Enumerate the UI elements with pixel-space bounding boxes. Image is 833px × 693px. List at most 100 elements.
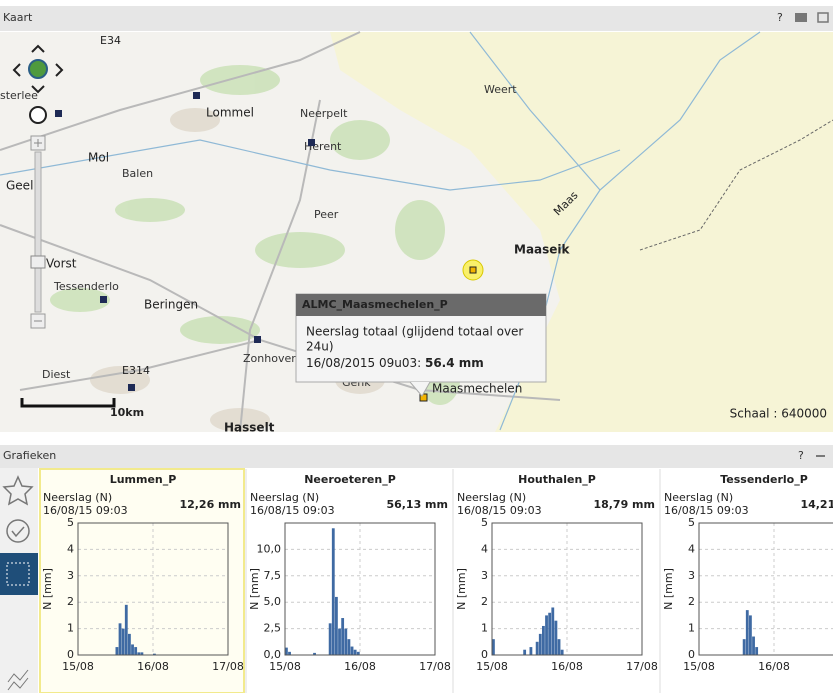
chart-date: 16/08/15 09:03 — [457, 504, 542, 517]
chart: Lummen_P Neerslag (N)16/08/15 09:03 12,26 … — [41, 473, 244, 673]
locate-button[interactable] — [29, 106, 47, 124]
scatter-button[interactable] — [0, 553, 38, 595]
road-label: E314 — [122, 364, 150, 377]
station[interactable] — [469, 266, 477, 274]
map-header — [0, 6, 833, 31]
bar — [335, 596, 338, 655]
bar — [313, 652, 316, 655]
bar — [341, 618, 345, 655]
check-button[interactable] — [6, 519, 30, 543]
scalebar — [20, 398, 116, 408]
bar — [328, 623, 332, 655]
y-tick-label: 1 — [688, 622, 695, 635]
x-tick-label: 16/08 — [551, 660, 583, 673]
chart-total: 56,13 mm — [386, 498, 448, 511]
bar — [752, 636, 755, 655]
chart-title: Houthalen_P — [518, 473, 596, 486]
y-tick-label: 0 — [688, 648, 695, 661]
chart-total: 18,79 mm — [593, 498, 655, 511]
y-tick-label: 1 — [481, 622, 488, 635]
plot-frame — [698, 522, 833, 656]
map[interactable]: sterlee Lommel Neerpelt Herent Mol Balen… — [0, 31, 833, 435]
print-icon[interactable] — [795, 13, 807, 22]
chart-title: Neeroeteren_P — [304, 473, 396, 486]
x-tick-label: 15/08 — [62, 660, 94, 673]
y-tick-label: 2,5 — [264, 622, 282, 635]
zoom-track[interactable] — [34, 151, 42, 313]
place-label: Diest — [42, 368, 71, 381]
x-tick-label: 16/08 — [137, 660, 169, 673]
trend-button[interactable] — [7, 669, 29, 691]
chart-date: 16/08/15 09:03 — [43, 504, 128, 517]
help-icon[interactable]: ? — [777, 11, 783, 24]
popup-text: Neerslag totaal (glijdend totaal over — [306, 325, 523, 339]
bar — [353, 649, 357, 655]
chart: Neeroeteren_P Neerslag (N)16/08/15 09:03 5… — [245, 469, 451, 693]
x-tick-label: 15/08 — [683, 660, 715, 673]
border — [639, 119, 833, 251]
map-scale: Schaal : 640000 — [730, 407, 827, 421]
plot-frame — [77, 522, 229, 656]
chart-date: 16/08/15 09:03 — [664, 504, 749, 517]
bar — [121, 628, 125, 655]
place-label: Balen — [122, 167, 153, 180]
y-tick-label: 0,0 — [264, 648, 282, 661]
place-label: Weert — [484, 83, 517, 96]
bar — [538, 633, 542, 655]
pan-control[interactable] — [12, 44, 64, 94]
x-tick-label: 17/08 — [212, 660, 244, 673]
bar — [755, 647, 759, 655]
place-label: sterlee — [0, 89, 38, 102]
bar — [350, 646, 354, 655]
bar — [347, 639, 351, 655]
bar — [285, 647, 288, 655]
chart-subtitle: Neerslag (N) — [664, 491, 733, 504]
plot-frame — [491, 522, 643, 656]
x-tick-label: 17/08 — [626, 660, 658, 673]
bar — [535, 641, 539, 655]
bar — [128, 633, 131, 655]
help-icon[interactable]: ? — [798, 449, 804, 462]
bar — [554, 620, 558, 655]
favorites-button[interactable] — [2, 475, 34, 506]
stations — [55, 92, 315, 391]
y-tick-label: 4 — [481, 542, 488, 555]
bar — [545, 615, 548, 655]
plot-frame — [284, 522, 436, 656]
popup-pointer — [409, 381, 431, 397]
y-tick-label: 5,0 — [264, 595, 282, 608]
zoom-thumb[interactable] — [30, 255, 46, 269]
place-label: Mol — [88, 151, 109, 165]
road-label: E34 — [100, 34, 121, 47]
y-tick-label: 4 — [67, 542, 74, 555]
scalebar-label: 10km — [110, 406, 144, 419]
y-tick-label: 7,5 — [264, 569, 282, 582]
bar — [137, 652, 141, 655]
y-tick-label: 5 — [67, 516, 74, 529]
bar — [134, 647, 138, 655]
charts-title: Grafieken — [3, 449, 56, 462]
place-label: Peer — [314, 208, 339, 221]
bar — [529, 647, 533, 655]
popup-value: 56.4 mm — [425, 356, 484, 370]
bar — [124, 604, 128, 655]
bar — [742, 639, 746, 655]
bar — [331, 528, 335, 655]
maximize-icon[interactable] — [817, 12, 829, 23]
bar — [140, 652, 144, 655]
x-tick-label: 15/08 — [476, 660, 508, 673]
scatter-icon — [6, 562, 30, 586]
y-tick-label: 10,0 — [257, 542, 282, 555]
chart-date: 16/08/15 09:03 — [250, 504, 335, 517]
y-tick-label: 2 — [67, 595, 74, 608]
globe-button[interactable] — [28, 59, 48, 79]
place-label: Lommel — [206, 106, 254, 120]
popup-time: 16/08/2015 09u03: — [306, 356, 425, 370]
y-axis-label: N [mm] — [41, 568, 54, 610]
y-tick-label: 2 — [688, 595, 695, 608]
x-tick-label: 16/08 — [344, 660, 376, 673]
map-title: Kaart — [3, 11, 33, 24]
bar — [749, 615, 752, 655]
bar — [356, 651, 360, 655]
y-tick-label: 2 — [481, 595, 488, 608]
